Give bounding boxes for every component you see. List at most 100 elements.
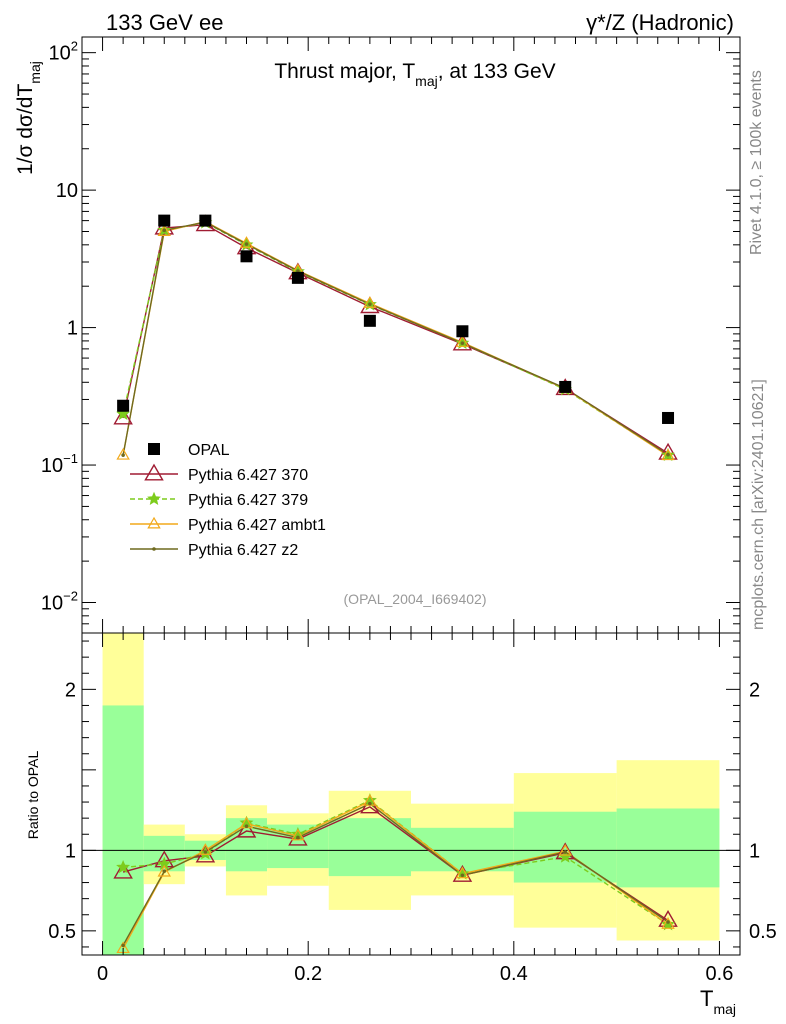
ratio-point-1-8 <box>661 917 675 931</box>
main-series-markers <box>113 214 678 462</box>
point-4-0 <box>121 453 125 457</box>
point-0-3 <box>240 250 253 263</box>
legend-label-2: Pythia 6.427 379 <box>188 492 308 509</box>
chart-title-main: Thrust major, T <box>274 60 415 83</box>
y-tick-label: 102 <box>49 39 78 65</box>
ratio-point-3-4 <box>296 835 300 840</box>
point-0-7 <box>559 380 572 393</box>
point-0-0 <box>117 399 130 412</box>
point-4-6 <box>460 341 465 345</box>
ratio-point-2-4 <box>291 828 305 841</box>
y-tick-base: 10 <box>41 455 63 477</box>
side-text-rivet: Rivet 4.1.0, ≥ 100k events <box>748 70 765 255</box>
ratio-point-3-8 <box>666 920 670 924</box>
legend-marker-2 <box>147 491 161 505</box>
main-line-4 <box>122 221 669 456</box>
ratio-y-tick-label-right: 2 <box>749 679 760 701</box>
header-left: 133 GeV ee <box>106 10 223 35</box>
ratio-point-2-7 <box>558 843 572 856</box>
point-4-8 <box>666 452 670 457</box>
x-tick-label: 0.2 <box>294 963 322 985</box>
ratio-uncertainty-bands <box>102 633 720 955</box>
point-1-0 <box>113 407 133 425</box>
legend-marker-0 <box>148 443 160 455</box>
y-tick-label: 10−1 <box>41 451 78 477</box>
band-green-8 <box>616 808 720 888</box>
main-series-lines <box>122 220 669 457</box>
legend-marker-4 <box>152 547 156 551</box>
legend-marker-1 <box>144 463 164 481</box>
header-right: γ*/Z (Hadronic) <box>586 10 734 35</box>
x-tick-label: 0 <box>97 963 108 985</box>
ratio-ticks: 0.5 0.5 1 1 2 2 0 0.2 0.4 0.6 <box>48 633 777 985</box>
point-0-4 <box>291 271 304 284</box>
x-tick-label: 0.6 <box>706 963 734 985</box>
y-tick-label: 10 <box>56 180 78 202</box>
ratio-y-tick-label-left: 1 <box>65 840 76 862</box>
ratio-y-tick-label-right: 1 <box>749 840 760 862</box>
legend-label-1: Pythia 6.427 370 <box>188 467 308 484</box>
point-3-8 <box>661 448 675 461</box>
legend-label-3: Pythia 6.427 ambt1 <box>188 517 326 534</box>
ratio-point-3-6 <box>460 873 465 878</box>
ratio-point-0-0 <box>113 861 133 879</box>
legend-marker-3 <box>147 516 161 529</box>
y-tick-exp: −2 <box>63 589 78 604</box>
x-axis-label-sub: maj <box>713 1001 736 1017</box>
point-3-5 <box>363 296 377 308</box>
y-axis-label-sub: maj <box>27 61 43 84</box>
point-3-1 <box>157 224 171 237</box>
main-line-2 <box>122 221 669 456</box>
legend: OPAL Pythia 6.427 370 Pythia 6.427 379 Pyth… <box>130 442 326 559</box>
ratio-point-2-2 <box>198 843 213 855</box>
ratio-y-tick-label-right: 0.5 <box>749 921 777 943</box>
point-3-0 <box>116 447 130 460</box>
legend-label-0: OPAL <box>188 442 230 459</box>
y-tick-exp: 2 <box>71 39 78 54</box>
y-tick-exp: −1 <box>63 451 78 466</box>
y-axis-label: 1/σ dσ/dTmaj <box>14 61 43 175</box>
x-tick-label: 0.4 <box>500 963 528 985</box>
ratio-point-0-6 <box>452 864 473 882</box>
ratio-series-markers <box>113 793 678 954</box>
ratio-point-0-3 <box>236 820 257 838</box>
ratio-point-3-1 <box>162 869 167 874</box>
x-axis-label-main: T <box>700 986 713 1011</box>
ratio-point-2-1 <box>157 864 171 877</box>
ratio-point-3-0 <box>121 943 125 948</box>
point-2-0 <box>116 406 131 420</box>
point-3-3 <box>239 236 254 248</box>
x-axis-label: Tmaj <box>700 986 736 1017</box>
ratio-point-2-8 <box>661 917 675 929</box>
point-0-6 <box>456 325 469 338</box>
legend-label-4: Pythia 6.427 z2 <box>188 542 298 559</box>
point-4-3 <box>244 242 249 246</box>
ratio-point-2-6 <box>455 866 470 879</box>
band-green-0 <box>102 705 144 955</box>
chart-title: Thrust major, Tmaj, at 133 GeV <box>274 60 555 89</box>
ratio-point-3-3 <box>244 824 249 828</box>
chart-title-sub: maj <box>415 73 438 89</box>
ratio-y-label: Ratio to OPAL <box>25 751 41 840</box>
y-tick-label: 10−2 <box>41 589 78 615</box>
point-0-1 <box>158 214 171 227</box>
chart-title-tail: , at 133 GeV <box>438 60 556 83</box>
y-tick-base: 10 <box>49 43 71 65</box>
analysis-tag: (OPAL_2004_I669402) <box>344 591 487 607</box>
ratio-y-tick-label-left: 2 <box>65 679 76 701</box>
band-green-7 <box>513 811 617 883</box>
ratio-y-tick-label-left: 0.5 <box>48 921 76 943</box>
main-line-1 <box>122 223 669 454</box>
y-tick-base: 10 <box>41 593 63 615</box>
point-0-8 <box>662 411 675 424</box>
ratio-point-3-7 <box>563 850 568 854</box>
point-4-5 <box>368 302 372 306</box>
point-0-2 <box>199 214 212 227</box>
y-tick-label: 1 <box>67 318 78 340</box>
ratio-point-3-5 <box>368 801 372 806</box>
point-4-1 <box>162 228 167 233</box>
side-text-mcplots: mcplots.cern.ch [arXiv:2401.10621] <box>750 379 767 630</box>
main-line-3 <box>122 220 669 457</box>
